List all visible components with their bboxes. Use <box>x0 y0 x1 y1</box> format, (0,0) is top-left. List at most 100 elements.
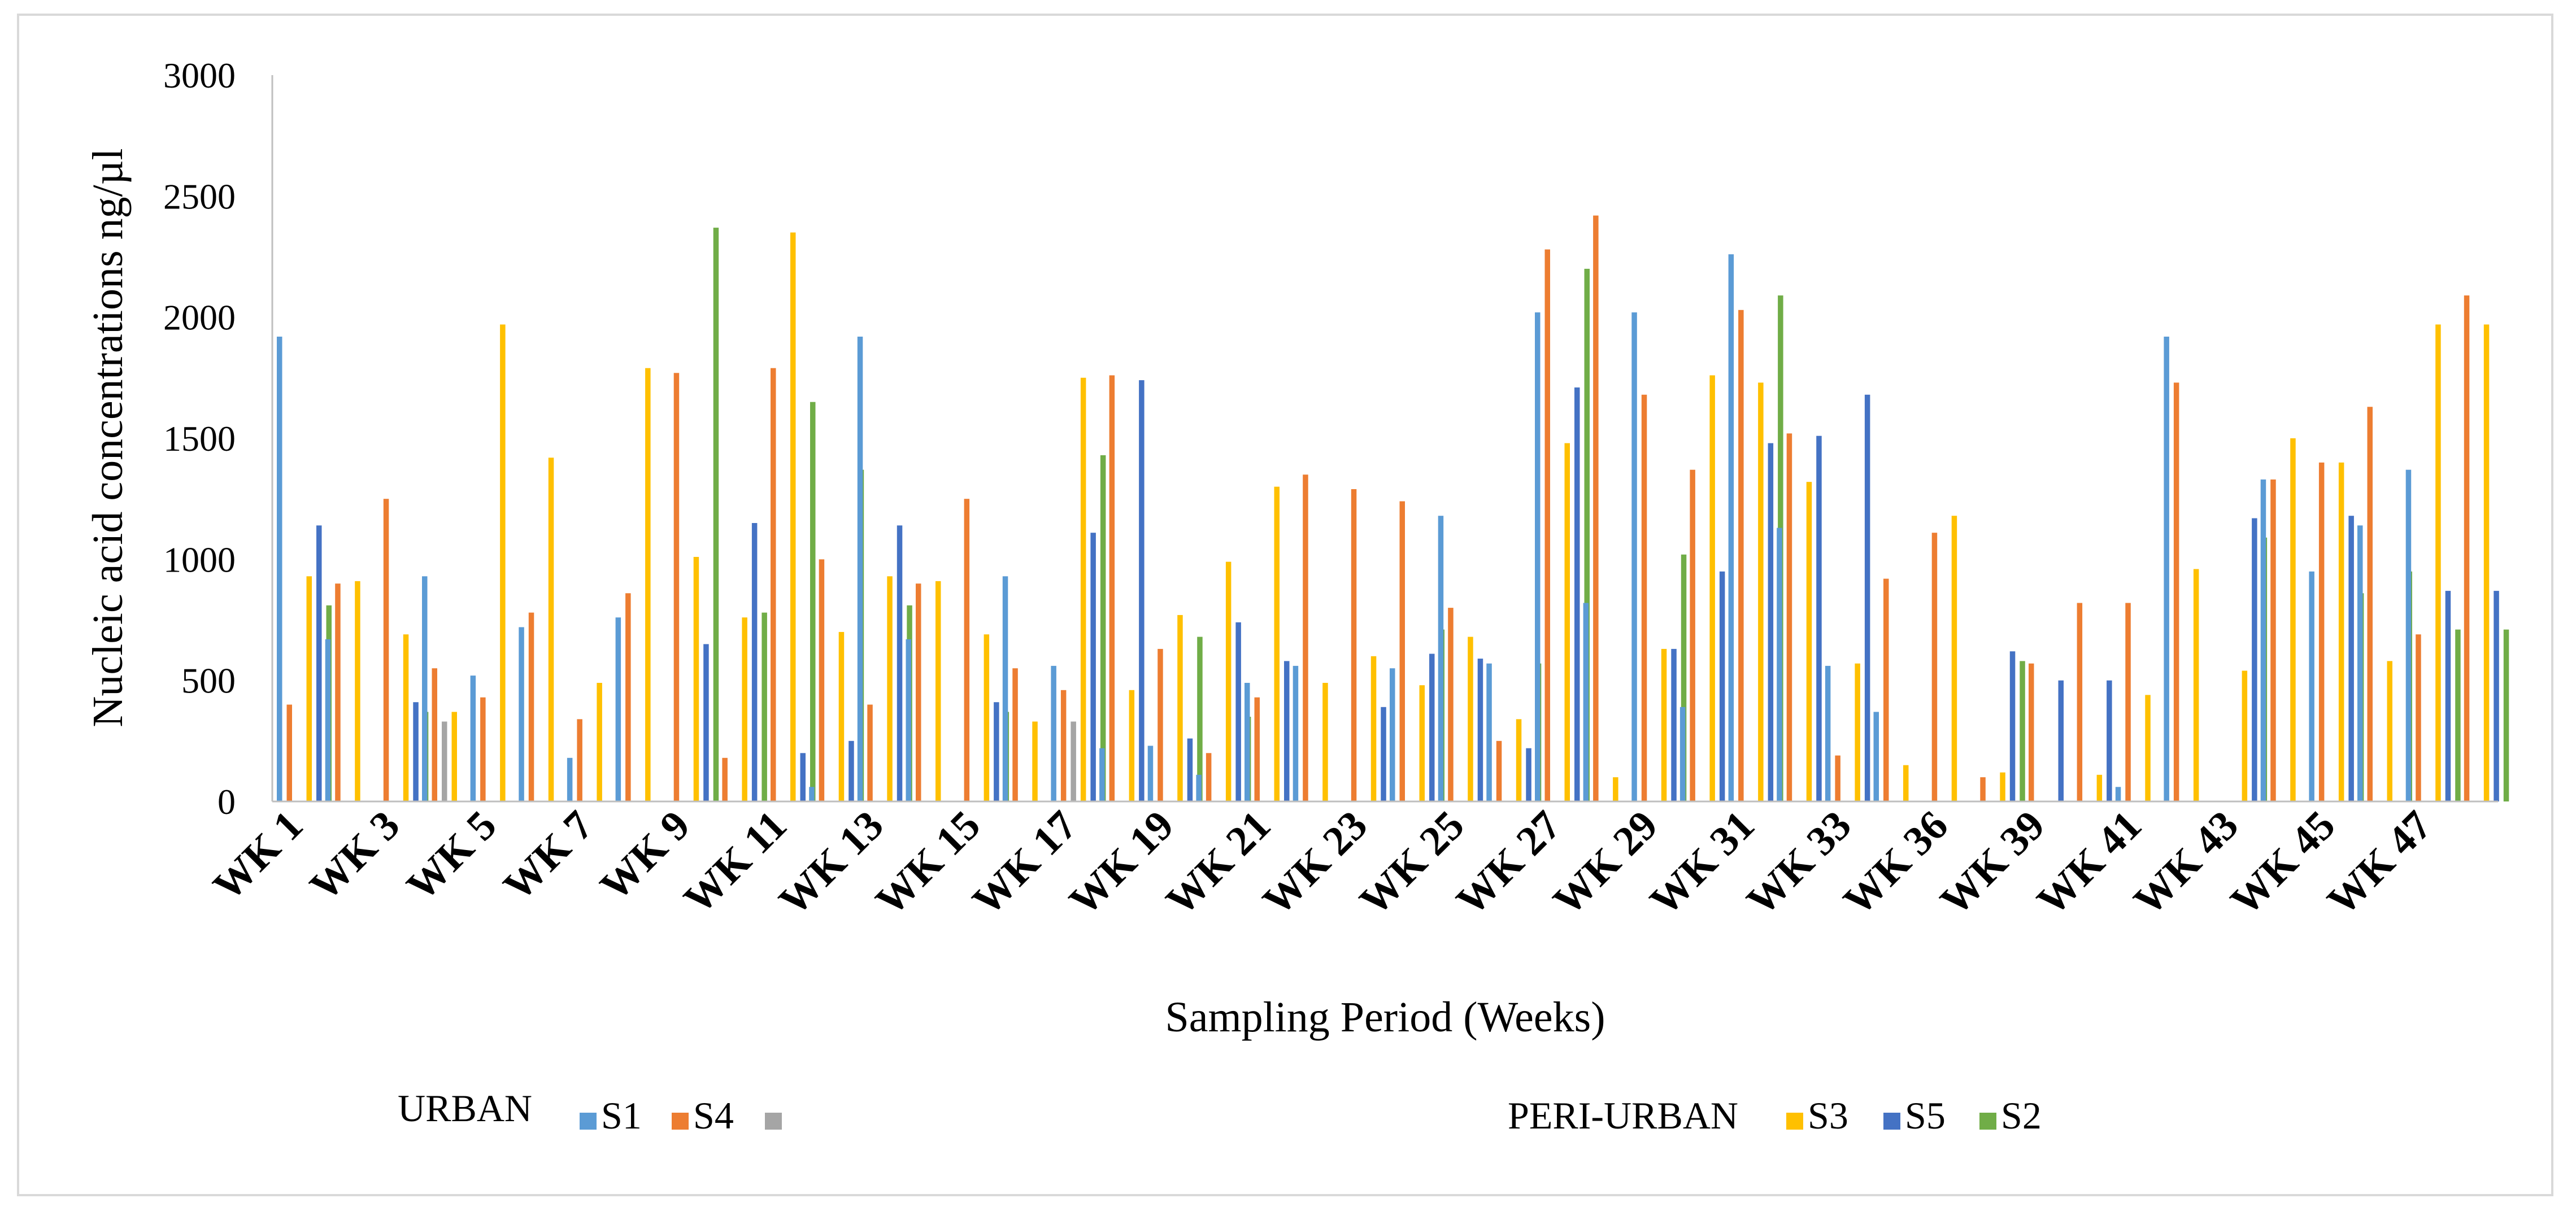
bar-s2-wk-29 <box>1681 554 1687 801</box>
bar-s1-wk-20 <box>1196 774 1202 801</box>
bar-marks <box>277 215 2509 802</box>
bar-s5-wk-40 <box>2107 680 2112 801</box>
bar-s5-wk-13 <box>897 525 903 801</box>
bar-s3-wk-29 <box>1661 648 1667 801</box>
bar-s4-wk-28 <box>1593 215 1599 802</box>
bar-s1-wk-21 <box>1245 683 1250 801</box>
bar-s4-wk-29 <box>1641 394 1647 801</box>
bar-s5-wk-31 <box>1768 443 1774 801</box>
x-tick-label: WK 5 <box>398 802 505 909</box>
x-tick-label: WK 47 <box>2318 802 2440 924</box>
bar-s3-wk-25 <box>1468 637 1473 801</box>
bar-s5-wk-37 <box>2009 651 2016 801</box>
bar-s3-wk-15 <box>984 634 990 801</box>
legend-swatch-gray <box>765 1113 782 1130</box>
legend-group-urban: URBAN <box>398 1087 532 1130</box>
bar-s5-wk-33 <box>1864 394 1870 801</box>
legend-swatch-s5 <box>1883 1113 1900 1130</box>
bar-s4-wk-47 <box>2416 634 2421 801</box>
bar-s1-wk-4 <box>422 576 428 801</box>
x-tick-label: WK 43 <box>2125 802 2247 924</box>
bar-s3-wk-28 <box>1613 777 1618 801</box>
bar-s2-wk-47 <box>2455 629 2461 801</box>
bar-s4-wk-25 <box>1448 608 1454 801</box>
bar-s1-wk-29 <box>1631 312 1637 801</box>
bar-s2-wk-48 <box>2503 629 2509 801</box>
x-tick-label: WK 11 <box>675 802 796 923</box>
bar-s4-wk-37 <box>1980 777 1986 801</box>
x-tick-label: WK 29 <box>1544 802 1666 924</box>
bar-s4-wk-16 <box>1012 668 1018 801</box>
bar-s5-wk-20 <box>1235 622 1241 801</box>
bar-s4-wk-26 <box>1496 740 1502 801</box>
bar-s3-wk-18 <box>1129 690 1135 801</box>
bar-s3-wk-27 <box>1564 443 1570 801</box>
bar-s3-wk-5 <box>500 324 506 801</box>
bar-s5-wk-24 <box>1429 653 1435 801</box>
bar-s2-wk-9 <box>713 228 719 802</box>
bar-s3-wk-44 <box>2290 438 2296 801</box>
bar-s1-wk-8 <box>615 617 621 801</box>
bar-s5-wk-43 <box>2252 518 2257 801</box>
bar-s1-wk-47 <box>2405 469 2412 801</box>
bar-s5-wk-1 <box>316 525 322 801</box>
bar-s1-wk-5 <box>470 676 476 801</box>
bar-s5-wk-45 <box>2348 516 2354 801</box>
bar-s4-wk-15 <box>964 499 970 801</box>
bar-s4-wk-2 <box>335 583 341 801</box>
x-axis-title: Sampling Period (Weeks) <box>1165 994 1605 1041</box>
bar-s1-wk-31 <box>1728 254 1734 801</box>
bar-s4-wk-45 <box>2318 462 2325 801</box>
x-tick-label: WK 15 <box>867 802 989 924</box>
bar-s1-wk-45 <box>2309 571 2314 801</box>
y-tick-label: 1500 <box>163 419 236 459</box>
bar-s5-wk-17 <box>1090 533 1096 801</box>
bar-s1-wk-46 <box>2357 525 2363 801</box>
bar-s4-wk-36 <box>1931 533 1938 801</box>
bar-s4-wk-46 <box>2367 407 2373 801</box>
bar-s3-wk-10 <box>742 617 747 801</box>
bar-s5-wk-11 <box>800 753 806 801</box>
bar-s1-wk-32 <box>1777 528 1782 801</box>
bar-s3-wk-24 <box>1419 685 1425 801</box>
bar-s4-wk-33 <box>1835 755 1840 801</box>
x-tick-label: WK 19 <box>1060 802 1182 924</box>
bar-s3-wk-30 <box>1709 375 1715 801</box>
y-tick-labels: 0 500 1000 1500 2000 2500 3000 <box>163 55 236 822</box>
bar-s4-wk-19 <box>1158 648 1163 801</box>
legend-label-s1: S1 <box>601 1094 642 1137</box>
x-tick-label: WK 31 <box>1641 802 1763 924</box>
x-tick-label: WK 45 <box>2222 802 2344 924</box>
bar-s1-wk-41 <box>2115 787 2121 801</box>
legend-swatch-s1 <box>580 1113 597 1130</box>
legend-label-s4: S4 <box>693 1094 734 1137</box>
x-tick-label: WK 39 <box>1931 802 2053 924</box>
bar-s3-wk-46 <box>2387 661 2392 801</box>
bar-s4-wk-24 <box>1399 501 1405 801</box>
bar-s4-wk-12 <box>819 559 825 801</box>
bar-s4-wk-7 <box>577 719 582 801</box>
bar-s4-wk-9 <box>673 373 680 801</box>
bar-s3-wk-23 <box>1370 656 1377 801</box>
bar-s4-wk-31 <box>1738 310 1744 801</box>
bar-s3-wk-37 <box>2000 772 2005 801</box>
bar-s3-wk-47 <box>2435 324 2441 801</box>
legend-label-s3: S3 <box>1808 1094 1848 1137</box>
bar-s1-wk-30 <box>1679 707 1686 801</box>
bar-s2-wk-17 <box>1100 455 1106 801</box>
bar-s4-wk-14 <box>916 583 921 801</box>
bar-s1-wk-22 <box>1293 665 1299 801</box>
bar-s4-wk-18 <box>1109 375 1115 801</box>
y-tick-label: 2500 <box>163 176 236 216</box>
bar-s4-wk-42 <box>2173 382 2179 801</box>
bar-s1-wk-17 <box>1051 665 1056 801</box>
y-tick-label: 3000 <box>163 55 236 95</box>
bar-s5-wk-26 <box>1526 748 1531 801</box>
bar-s3-wk-11 <box>790 232 796 802</box>
bar-s3-wk-16 <box>1032 721 1038 801</box>
bar-s3-wk-19 <box>1177 615 1183 801</box>
bar-s3-wk-6 <box>548 457 554 801</box>
bar-s4-wk-13 <box>867 704 873 801</box>
x-tick-label: WK 36 <box>1835 802 1957 924</box>
